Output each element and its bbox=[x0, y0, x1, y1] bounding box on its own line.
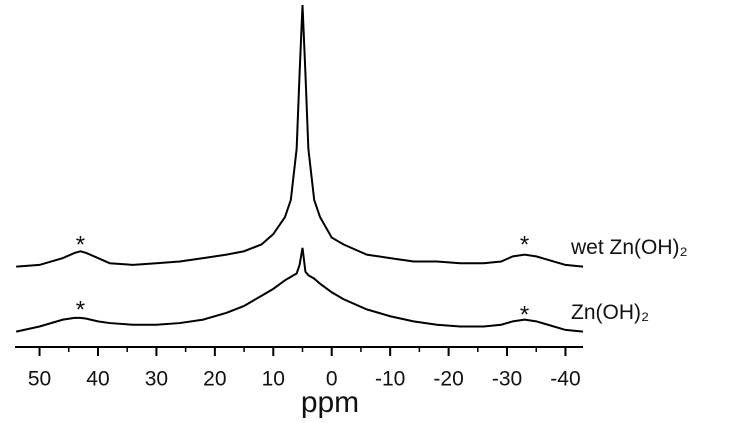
x-tick-label: -40 bbox=[550, 368, 580, 391]
spectrum-line bbox=[16, 4, 584, 268]
x-tick-label: 30 bbox=[145, 368, 168, 391]
spectrum-line bbox=[15, 247, 584, 333]
x-tick-label: -10 bbox=[375, 368, 405, 391]
x-tick-label: 10 bbox=[262, 368, 285, 391]
x-tick-label: -30 bbox=[492, 368, 522, 391]
x-tick-label: 40 bbox=[86, 368, 109, 391]
x-tick-label: -20 bbox=[433, 368, 463, 391]
annotation: * bbox=[520, 231, 529, 258]
x-tick-label: 0 bbox=[326, 368, 338, 391]
annotation: * bbox=[520, 301, 529, 328]
x-axis-title: ppm bbox=[301, 386, 359, 419]
series-label: Zn(OH)₂ bbox=[571, 301, 649, 324]
annotation: * bbox=[76, 231, 85, 258]
annotation: * bbox=[76, 296, 85, 323]
series-label: wet Zn(OH)₂ bbox=[570, 236, 688, 259]
x-tick-label: 20 bbox=[203, 368, 226, 391]
x-tick-label: 50 bbox=[28, 368, 51, 391]
